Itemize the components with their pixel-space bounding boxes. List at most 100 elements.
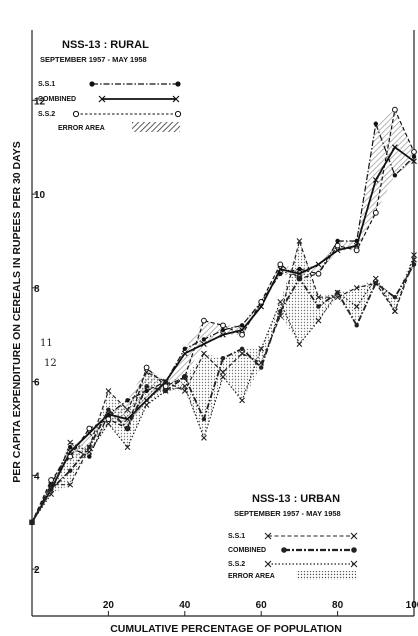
stray-mark-11: 11 — [40, 338, 53, 349]
legend-urban-subtitle: SEPTEMBER 1957 - MAY 1958 — [234, 509, 341, 518]
rural-series-line-0 — [31, 123, 415, 523]
rural-point-s1-18 — [372, 177, 379, 183]
rural-point-s2-9 — [201, 317, 207, 324]
urban-point-s2-17 — [353, 303, 360, 310]
legend-urban-ss2-marker-a — [264, 560, 272, 568]
rural-point-s0-5 — [125, 398, 130, 403]
urban-point-s0-14 — [296, 238, 303, 244]
urban-point-s1-8 — [182, 374, 187, 380]
urban-point-s1-10 — [220, 355, 226, 361]
rural-point-s1-20 — [411, 158, 417, 165]
legend-rural-ss2-marker-b — [174, 110, 182, 118]
rural-point-s2-16 — [334, 242, 341, 249]
x-axis-title: CUMULATIVE PERCENTAGE OF POPULATION — [110, 623, 342, 635]
x-tick-label-100: 100 — [406, 600, 418, 611]
ticks-layer: 20 40 60 80 100 2 4 6 8 10 12 — [32, 96, 418, 616]
rural-point-s0-10 — [220, 327, 226, 333]
legend-rural-ss1-marker-a — [89, 81, 95, 87]
legend-rural-title: NSS-13 : RURAL — [62, 39, 149, 51]
urban-point-s1-4 — [106, 407, 111, 412]
legend-urban-label-combined: COMBINED — [228, 547, 266, 554]
rural-point-s0-14 — [297, 266, 302, 272]
urban-point-s0-17 — [353, 284, 360, 291]
legend-urban-error-swatch — [296, 571, 356, 580]
x-tick-label-20: 20 — [103, 600, 115, 611]
urban-point-s2-6 — [143, 402, 150, 408]
legend-rural: NSS-13 : RURAL SEPTEMBER 1957 - MAY 1958… — [38, 39, 182, 132]
x-tick-label-80: 80 — [332, 600, 344, 611]
legend-urban-label-ss1: S.S.1 — [228, 533, 245, 540]
rural-point-s2-18 — [372, 209, 379, 216]
rural-point-s1-17 — [353, 242, 360, 249]
urban-error-area — [32, 241, 414, 523]
legend-rural-combined-marker-a — [98, 95, 106, 103]
rural-point-s2-17 — [353, 247, 360, 254]
rural-point-s0-20 — [411, 154, 417, 159]
rural-point-s2-10 — [220, 322, 226, 329]
rural-point-s0-8 — [182, 346, 187, 351]
rural-point-s2-12 — [258, 299, 265, 305]
urban-point-s1-15 — [316, 304, 321, 309]
urban-point-s1-5 — [125, 426, 130, 431]
urban-point-s1-6 — [144, 384, 149, 389]
rural-point-s1-8 — [181, 350, 188, 357]
x-tick-label-40: 40 — [179, 600, 191, 611]
legend-rural-error-swatch — [132, 122, 180, 132]
rural-point-s1-14 — [296, 270, 303, 277]
rural-point-s1-10 — [220, 331, 226, 338]
rural-point-s2-2 — [67, 453, 74, 460]
stray-mark-12: 12 — [44, 358, 57, 369]
urban-point-s0-10 — [220, 369, 226, 376]
urban-point-s2-13 — [277, 299, 284, 305]
rural-point-s2-13 — [277, 261, 284, 268]
rural-point-s1-9 — [201, 341, 207, 347]
urban-point-s1-9 — [201, 416, 207, 422]
rural-point-s0-6 — [144, 388, 149, 394]
urban-point-s2-16 — [334, 289, 341, 296]
legend-urban-title: NSS-13 : URBAN — [252, 493, 340, 505]
urban-point-s2-11 — [239, 397, 245, 404]
legend-rural-label-error: ERROR AREA — [58, 125, 105, 132]
rural-point-s1-11 — [239, 327, 245, 333]
urban-point-s0-5 — [124, 406, 131, 413]
series-layer — [29, 106, 417, 526]
urban-point-s1-14 — [297, 276, 302, 281]
urban-point-s2-14 — [296, 341, 303, 347]
urban-point-s0-16 — [334, 294, 341, 301]
rural-point-s0-16 — [335, 238, 340, 244]
urban-point-s1-18 — [373, 280, 378, 286]
rural-point-s2-6 — [143, 364, 150, 371]
urban-series-line-0 — [31, 240, 415, 523]
rural-point-s2-7 — [162, 383, 169, 390]
legend-rural-label-combined: COMBINED — [38, 96, 76, 103]
urban-point-s2-4 — [105, 420, 112, 427]
urban-point-s1-17 — [354, 323, 359, 328]
y-tick-label-2: 2 — [34, 565, 40, 576]
legend-urban-label-ss2: S.S.2 — [228, 561, 245, 568]
urban-point-s1-1 — [48, 487, 54, 492]
legend-urban-ss1-marker-b — [350, 532, 358, 540]
urban-point-s0-2 — [67, 481, 74, 488]
y-tick-label-10: 10 — [34, 190, 46, 201]
rural-point-s0-19 — [392, 173, 398, 178]
legend-rural-subtitle: SEPTEMBER 1957 - MAY 1958 — [40, 55, 147, 64]
urban-point-s0-15 — [315, 294, 322, 301]
urban-point-s2-8 — [181, 383, 188, 390]
rural-point-s0-18 — [373, 121, 378, 126]
urban-point-s2-0 — [29, 519, 35, 526]
legend-urban-ss2-marker-b — [350, 560, 358, 568]
urban-point-s2-7 — [162, 388, 169, 394]
urban-point-s0-1 — [48, 481, 54, 488]
urban-point-s2-19 — [392, 308, 398, 315]
rural-point-s2-4 — [105, 416, 112, 423]
urban-point-s2-10 — [220, 374, 226, 380]
urban-point-s0-7 — [162, 378, 169, 385]
y-tick-label-12: 12 — [34, 96, 46, 107]
urban-point-s0-6 — [143, 369, 150, 376]
error-areas — [32, 109, 414, 523]
legend-urban-label-error: ERROR AREA — [228, 573, 275, 580]
urban-point-s1-20 — [411, 262, 417, 267]
urban-point-s2-5 — [124, 444, 131, 451]
urban-point-s2-15 — [315, 317, 322, 324]
